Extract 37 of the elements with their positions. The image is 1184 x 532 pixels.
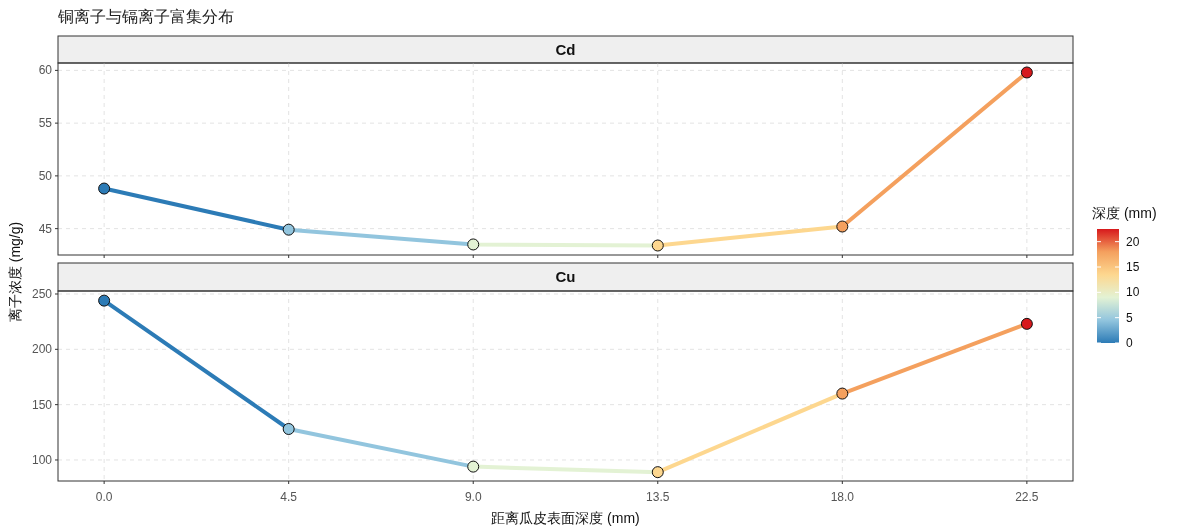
y-tick-label: 100 (31, 452, 53, 467)
x-tick-label: 13.5 (646, 490, 670, 504)
y-tick-label: 200 (31, 342, 53, 357)
x-axis-title: 距离瓜皮表面深度 (mm) (491, 510, 640, 526)
color-bar-label: 10 (1126, 285, 1140, 300)
x-tick-label: 4.5 (280, 490, 298, 504)
y-axis-title: 离子浓度 (mg/g) (7, 221, 23, 323)
color-bar-label: 5 (1126, 310, 1133, 325)
point (1020, 66, 1033, 79)
point (467, 460, 480, 473)
color-bar-label: 15 (1126, 260, 1140, 274)
point (98, 294, 111, 307)
point (651, 239, 664, 252)
chart-subtitle: Cu (555, 268, 576, 285)
chart-title: 铜离子与镉离子富集分布 (57, 8, 234, 25)
color-bar-label: 20 (1126, 234, 1140, 249)
point (467, 238, 480, 251)
chart-subtitle: Cd (555, 40, 576, 58)
point (282, 422, 295, 435)
point (836, 387, 849, 400)
color-bar-label: 0 (1126, 336, 1133, 350)
point (98, 182, 111, 195)
y-tick-label: 150 (31, 397, 53, 412)
point (651, 466, 664, 479)
point (1020, 317, 1033, 330)
x-tick-label: 18.0 (830, 490, 855, 504)
y-tick-label: 60 (38, 63, 53, 78)
y-tick-label: 45 (38, 221, 53, 236)
x-tick-label: 9.0 (464, 490, 482, 504)
color-bar-title: 深度 (mm) (1092, 205, 1157, 221)
point (282, 223, 295, 236)
y-tick-label: 250 (31, 286, 53, 301)
x-tick-label: 22.5 (1015, 490, 1039, 504)
y-tick-label: 50 (38, 168, 53, 183)
point (836, 220, 849, 233)
x-tick-label: 0.0 (95, 490, 113, 504)
y-tick-label: 55 (38, 116, 53, 131)
